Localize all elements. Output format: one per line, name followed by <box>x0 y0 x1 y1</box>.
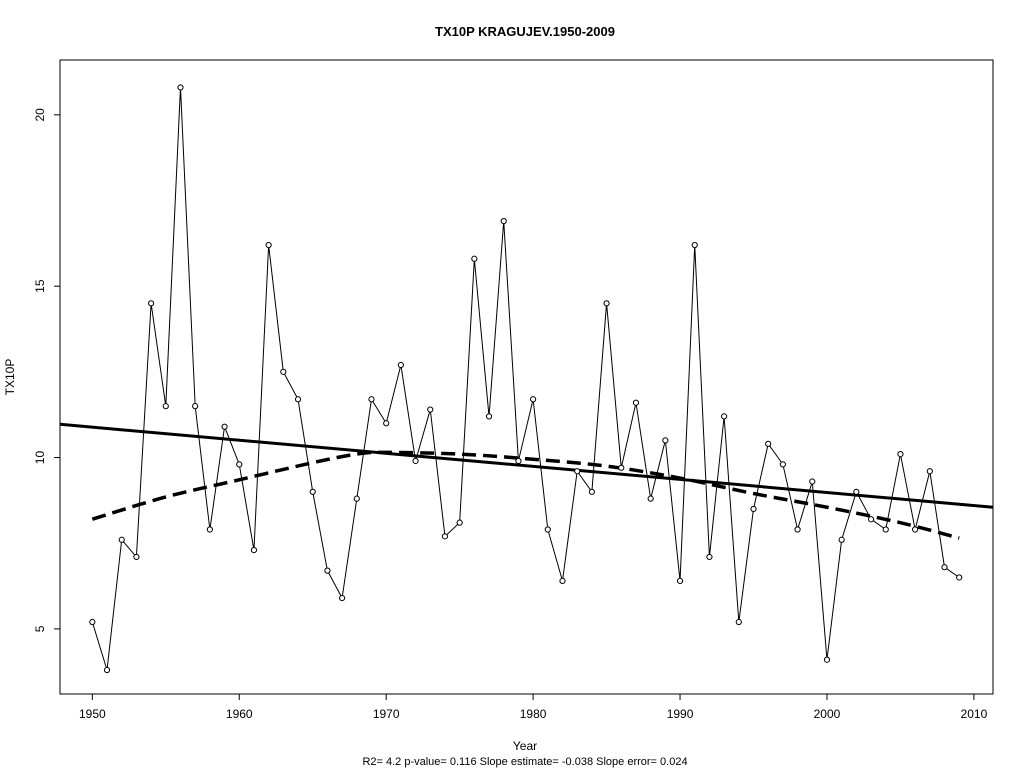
data-point <box>882 526 889 533</box>
x-axis-label: Year <box>513 739 537 753</box>
x-tick-label: 1980 <box>520 707 547 721</box>
data-point <box>647 495 654 502</box>
y-tick-label: 20 <box>33 108 47 122</box>
data-point <box>162 403 169 410</box>
x-tick-label: 1970 <box>373 707 400 721</box>
data-point <box>309 488 316 495</box>
data-point <box>206 526 213 533</box>
data-point <box>603 300 610 307</box>
data-point <box>559 577 566 585</box>
y-tick-label: 5 <box>33 625 47 632</box>
data-point <box>823 656 831 663</box>
data-point <box>956 574 963 581</box>
data-point <box>897 451 904 458</box>
data-point <box>265 241 272 249</box>
data-point <box>89 618 96 626</box>
x-tick-label: 2010 <box>961 707 988 721</box>
data-point <box>339 594 346 602</box>
data-point <box>485 413 493 420</box>
data-point <box>147 300 155 307</box>
data-point <box>177 84 184 91</box>
data-point <box>250 546 258 554</box>
data-point <box>853 488 860 495</box>
data-point <box>779 461 786 468</box>
data-point <box>574 468 581 475</box>
data-point <box>353 495 360 502</box>
y-tick-label: 10 <box>33 451 47 465</box>
data-point <box>368 396 375 403</box>
stats-footer: R2= 4.2 p-value= 0.116 Slope estimate= -… <box>362 756 687 768</box>
x-tick-label: 1960 <box>226 707 253 721</box>
data-point <box>471 255 478 262</box>
data-point <box>383 420 390 427</box>
data-point <box>691 241 698 249</box>
data-point <box>706 553 713 561</box>
data-point <box>721 413 728 420</box>
data-point <box>427 406 434 413</box>
data-point <box>500 217 507 225</box>
data-point <box>588 488 595 495</box>
data-point <box>618 464 625 471</box>
data-point <box>280 368 287 375</box>
data-point <box>632 399 640 406</box>
data-point <box>912 526 919 533</box>
linear-trend-line <box>59 422 994 509</box>
data-point <box>794 526 801 533</box>
data-point <box>867 516 875 523</box>
data-point <box>941 564 948 571</box>
data-point <box>530 396 537 403</box>
x-tick-label: 1950 <box>79 707 106 721</box>
x-tick-label: 2000 <box>814 707 841 721</box>
series-layer <box>59 84 994 674</box>
data-point <box>133 553 140 561</box>
data-point <box>412 457 419 465</box>
data-point <box>735 618 742 626</box>
data-point <box>515 457 522 465</box>
data-point <box>750 505 757 513</box>
data-point <box>838 536 845 543</box>
data-point <box>221 423 228 430</box>
data-point <box>456 519 463 526</box>
data-point <box>662 437 669 444</box>
data-point <box>676 577 684 585</box>
data-point <box>441 533 449 540</box>
data-point <box>236 461 243 468</box>
y-tick-label: 15 <box>33 279 47 293</box>
plot-frame <box>59 59 994 695</box>
data-point <box>103 666 111 674</box>
x-axis: 1950 1960 1970 1980 1990 2000 2010 <box>79 694 988 721</box>
data-point <box>809 478 816 485</box>
x-tick-label: 1990 <box>667 707 694 721</box>
data-point <box>324 567 331 574</box>
data-point <box>118 536 125 543</box>
smoothed-trend-line <box>91 450 960 540</box>
chart-title: TX10P KRAGUJEV.1950-2009 <box>435 24 615 39</box>
data-point <box>397 361 404 369</box>
data-point <box>544 526 551 533</box>
data-point <box>192 403 199 410</box>
data-point <box>926 468 933 475</box>
data-point <box>765 440 772 447</box>
y-axis: 5 10 15 20 <box>33 108 60 632</box>
data-point <box>294 396 302 403</box>
data-series-line <box>92 89 958 668</box>
y-axis-label: TX10P <box>3 359 17 396</box>
